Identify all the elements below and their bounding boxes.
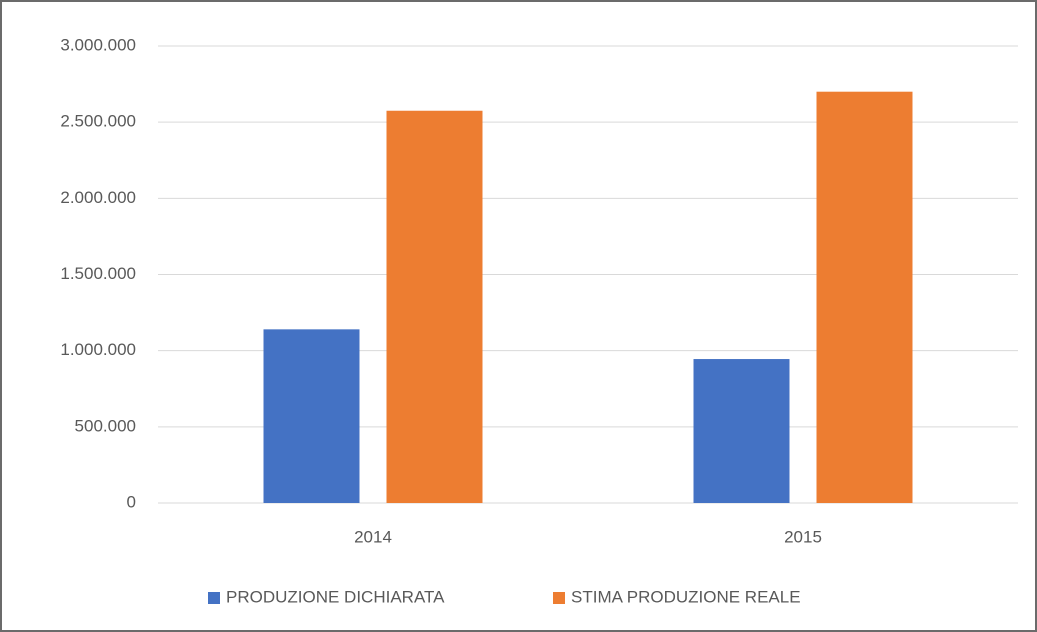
y-tick-label: 1.500.000 [60, 264, 136, 283]
y-tick-label: 2.500.000 [60, 112, 136, 131]
legend-swatch [208, 592, 220, 604]
x-tick-label: 2014 [354, 527, 392, 546]
bar [816, 91, 913, 503]
legend-label: PRODUZIONE DICHIARATA [226, 587, 445, 606]
y-tick-label: 3.000.000 [60, 35, 136, 54]
y-tick-label: 0 [127, 492, 136, 511]
y-tick-label: 500.000 [75, 416, 136, 435]
y-tick-label: 1.000.000 [60, 340, 136, 359]
x-tick-label: 2015 [784, 527, 822, 546]
legend-swatch [553, 592, 565, 604]
bar [693, 359, 790, 503]
bar [263, 329, 360, 503]
legend-label: STIMA PRODUZIONE REALE [571, 587, 801, 606]
y-tick-label: 2.000.000 [60, 188, 136, 207]
bar [386, 110, 483, 503]
